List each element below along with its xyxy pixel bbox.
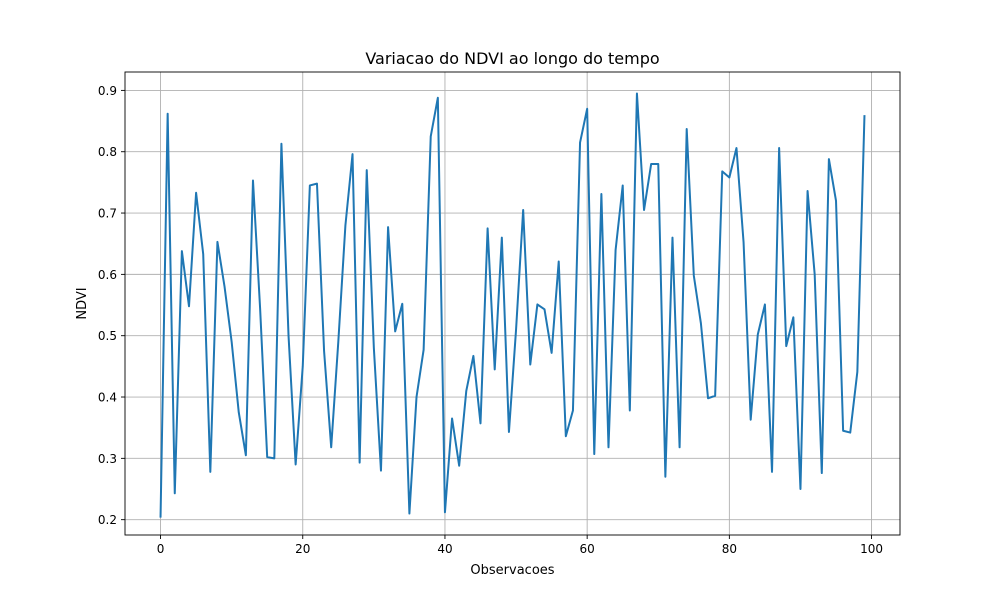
y-tick-label: 0.2 (98, 513, 117, 527)
y-tick-label: 0.7 (98, 207, 117, 221)
x-axis-label: Observacoes (470, 563, 554, 578)
y-tick-label: 0.6 (98, 268, 117, 282)
ndvi-series-line (159, 92, 866, 518)
x-tick-label: 100 (860, 542, 883, 556)
x-tick-label: 60 (580, 542, 595, 556)
y-tick-label: 0.4 (98, 391, 117, 405)
x-tick-label: 0 (157, 542, 165, 556)
axis-ticks: 0 20 40 60 80 100 0.2 0.3 0.4 0.5 0.6 0.7 0.8 0.9 (98, 84, 883, 556)
plot-frame (124, 71, 901, 536)
chart-title: Variacao do NDVI ao longo do tempo (365, 49, 659, 68)
grid-lines (125, 72, 900, 535)
series-layer (159, 92, 866, 518)
y-tick-label: 0.3 (98, 452, 117, 466)
y-tick-label: 0.8 (98, 145, 117, 159)
y-axis-label: NDVI (75, 287, 90, 319)
y-tick-label: 0.9 (98, 84, 117, 98)
x-tick-label: 80 (722, 542, 737, 556)
x-tick-label: 20 (295, 542, 310, 556)
y-tick-label: 0.5 (98, 329, 117, 343)
x-tick-label: 40 (437, 542, 452, 556)
